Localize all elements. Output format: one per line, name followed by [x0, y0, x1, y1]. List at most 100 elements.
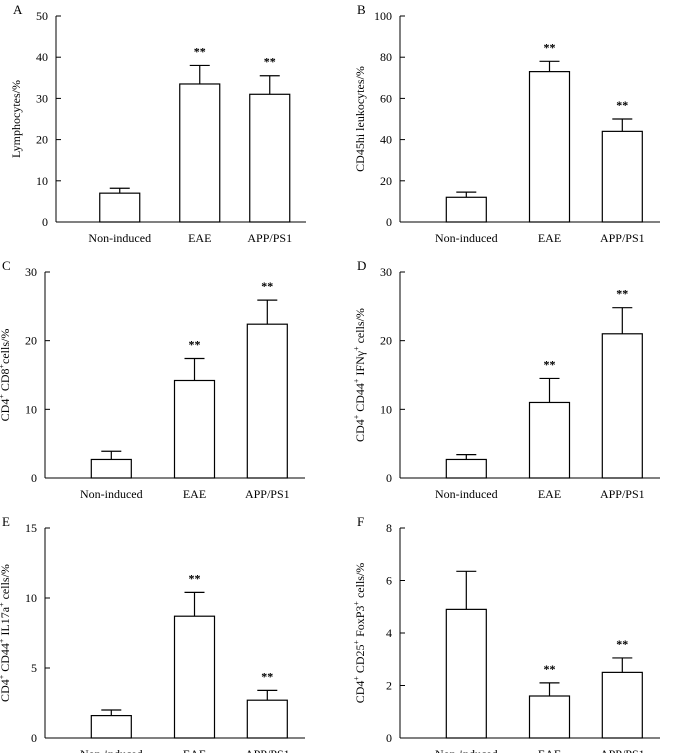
bar: [99, 192, 141, 223]
y-tick-label: 40: [380, 133, 392, 147]
superscript: +: [352, 414, 361, 419]
y-tick-label: 30: [380, 265, 392, 279]
x-tick-label: Non-induced: [435, 231, 498, 245]
bar: [90, 714, 132, 739]
label-segment: CD4: [0, 679, 12, 702]
y-tick-label: 8: [386, 521, 392, 535]
x-tick-label: APP/PS1: [245, 747, 290, 753]
x-tick-label: Non-induced: [435, 487, 498, 501]
y-tick-label: 0: [386, 471, 392, 485]
y-tick-label: 0: [42, 215, 48, 229]
significance-mark: **: [544, 357, 556, 371]
y-tick-label: 0: [31, 471, 37, 485]
y-tick-label: 20: [36, 133, 48, 147]
bar: [601, 130, 643, 223]
y-axis-label: CD4+ CD8+cells/%: [0, 329, 12, 422]
bar: [173, 615, 216, 739]
superscript: +: [352, 346, 361, 351]
x-tick-label: EAE: [183, 747, 206, 753]
label-segment: CD4: [0, 399, 12, 422]
y-tick-label: 10: [25, 591, 37, 605]
panel-b: 0 20 40 60 80 100 Non-induced EAE ** APP/PS1 ** B CD…: [353, 2, 660, 245]
y-tick-label: 0: [31, 731, 37, 745]
significance-mark: **: [264, 55, 276, 69]
significance-mark: **: [616, 287, 628, 301]
label-segment: cells/%: [0, 564, 12, 602]
label-segment: CD8: [0, 368, 12, 394]
significance-mark: **: [189, 338, 201, 352]
superscript: +: [352, 601, 361, 606]
superscript: +: [0, 602, 6, 607]
y-tick-label: 15: [25, 521, 37, 535]
bar: [528, 695, 571, 739]
panel-label: F: [357, 514, 364, 529]
label-segment: FoxP3: [353, 606, 367, 640]
y-tick-label: 0: [386, 215, 392, 229]
y-tick-label: 30: [25, 265, 37, 279]
y-tick-label: 100: [374, 9, 392, 23]
y-tick-label: 10: [25, 402, 37, 416]
significance-mark: **: [544, 662, 556, 676]
bar: [173, 379, 216, 479]
significance-mark: **: [194, 44, 206, 58]
label-segment: CD44: [0, 643, 12, 675]
x-tick-label: EAE: [183, 487, 206, 501]
label-segment: CD25: [353, 644, 367, 676]
significance-mark: **: [261, 669, 273, 683]
y-tick-label: 6: [386, 574, 392, 588]
x-tick-label: Non-induced: [435, 747, 498, 753]
label-segment: IL17a: [0, 606, 12, 638]
x-tick-label: APP/PS1: [600, 231, 645, 245]
y-axis-label: Lymphocytes/%: [9, 80, 23, 158]
y-tick-label: 60: [380, 91, 392, 105]
bar: [601, 671, 643, 739]
y-tick-label: 20: [380, 334, 392, 348]
y-tick-label: 40: [36, 50, 48, 64]
y-axis-label: CD4+ CD44+ IL17a+ cells/%: [0, 564, 12, 702]
y-axis-label: CD45hi leukocytes/%: [353, 66, 367, 172]
x-tick-label: Non-induced: [80, 487, 143, 501]
x-tick-label: EAE: [538, 487, 561, 501]
label-segment: cells/%: [353, 563, 367, 601]
x-tick-label: APP/PS1: [600, 487, 645, 501]
y-axis-label: CD4+ CD44+ IFNγ+ cells/%: [352, 308, 367, 442]
significance-mark: **: [544, 40, 556, 54]
bar: [249, 93, 291, 223]
significance-mark: **: [616, 637, 628, 651]
label-segment: CD44: [353, 383, 367, 415]
bar: [246, 699, 288, 739]
superscript: +: [0, 674, 6, 679]
significance-mark: **: [189, 571, 201, 585]
superscript: +: [0, 363, 6, 368]
bar: [90, 458, 132, 479]
y-tick-label: 10: [36, 174, 48, 188]
label-segment: cells/%: [0, 329, 12, 364]
x-tick-label: APP/PS1: [245, 487, 290, 501]
x-tick-label: Non-induced: [80, 747, 143, 753]
significance-mark: **: [261, 279, 273, 293]
y-tick-label: 5: [31, 661, 37, 675]
label-segment: CD4: [353, 419, 367, 442]
y-tick-label: 20: [25, 334, 37, 348]
x-tick-label: Non-induced: [88, 231, 151, 245]
y-tick-label: 80: [380, 50, 392, 64]
bar: [528, 401, 571, 479]
bar: [445, 196, 487, 223]
y-tick-label: 10: [380, 402, 392, 416]
superscript: +: [352, 378, 361, 383]
panel-label: E: [2, 514, 10, 529]
bar: [445, 608, 487, 739]
bar: [445, 458, 487, 479]
y-axis-label: CD4+ CD25+ FoxP3+ cells/%: [352, 563, 367, 704]
panel-label: D: [357, 258, 366, 273]
x-tick-label: APP/PS1: [600, 747, 645, 753]
y-tick-label: 50: [36, 9, 48, 23]
bar: [179, 83, 221, 223]
bar: [601, 333, 643, 479]
significance-mark: **: [616, 98, 628, 112]
label-segment: cells/%: [353, 308, 367, 346]
x-tick-label: EAE: [188, 231, 211, 245]
y-tick-label: 30: [36, 91, 48, 105]
